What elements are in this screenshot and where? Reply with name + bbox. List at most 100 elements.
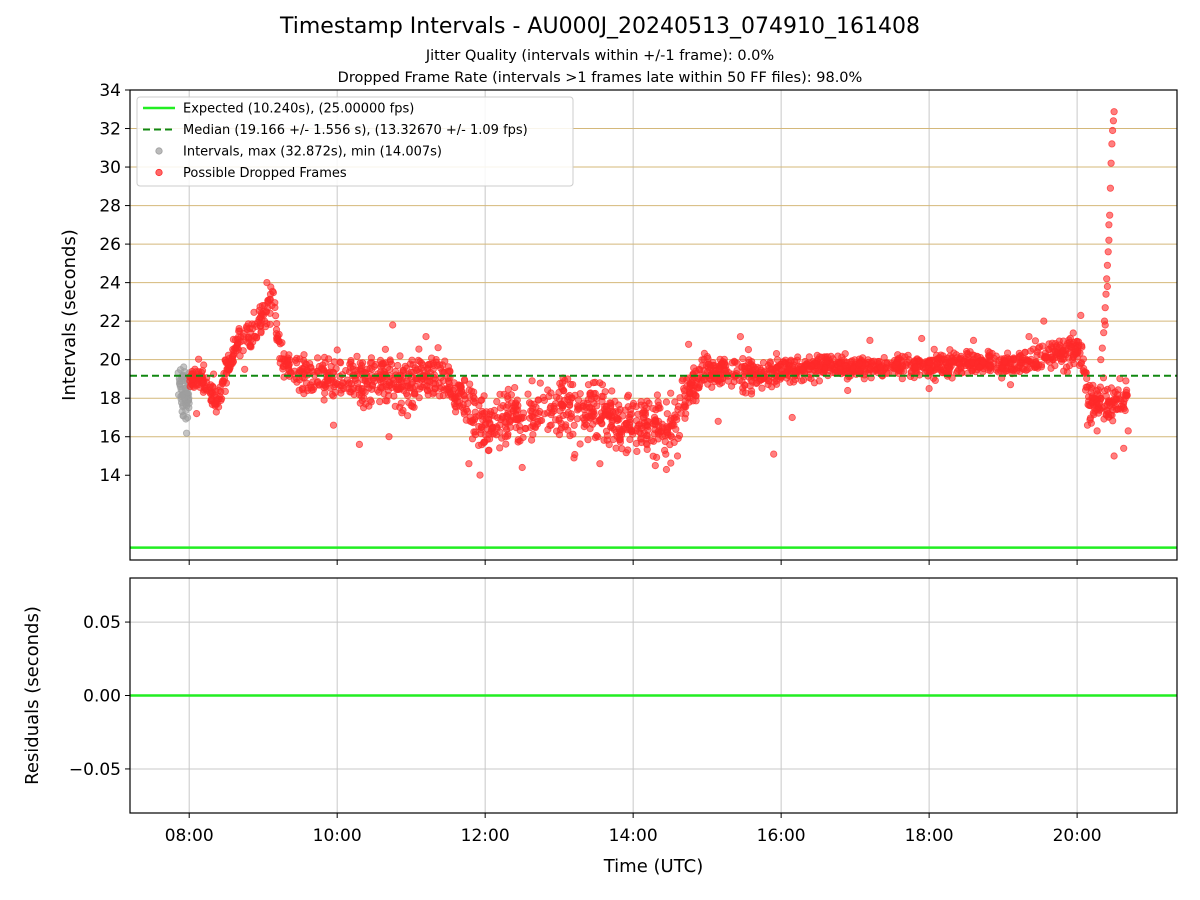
data-point [918, 334, 926, 343]
data-point [314, 377, 322, 386]
data-point [608, 387, 616, 395]
data-point [692, 391, 700, 399]
data-point [868, 357, 876, 366]
data-point [183, 429, 191, 437]
data-point [633, 424, 641, 432]
data-point [556, 426, 565, 434]
data-point [839, 356, 848, 364]
data-point [776, 375, 784, 383]
data-point [598, 397, 606, 406]
data-point [376, 398, 384, 406]
data-point [681, 414, 689, 422]
data-point [381, 345, 389, 353]
data-point [386, 357, 394, 366]
data-point [684, 340, 693, 348]
data-point [496, 390, 504, 398]
data-point [605, 440, 613, 449]
data-point [653, 391, 662, 399]
data-point [576, 390, 584, 398]
chart-subtitle-jitter: Jitter Quality (intervals within +/-1 fr… [425, 48, 775, 64]
data-point [739, 354, 747, 363]
data-point [472, 413, 480, 421]
data-point [556, 407, 564, 415]
data-point [496, 428, 504, 436]
data-point [801, 357, 809, 366]
data-point [1082, 383, 1090, 391]
data-point [300, 356, 308, 365]
data-point [1106, 211, 1114, 219]
data-point [1100, 329, 1108, 337]
data-point [219, 377, 227, 385]
data-point [300, 374, 308, 382]
data-point [248, 320, 256, 328]
top-y-axis-label: Intervals (seconds) [59, 229, 80, 401]
data-point [880, 353, 888, 362]
data-point [875, 357, 883, 366]
data-point [336, 359, 345, 367]
data-point [584, 436, 592, 444]
data-point [602, 427, 611, 435]
data-point [444, 367, 452, 375]
data-point [189, 382, 197, 390]
data-point [602, 403, 610, 411]
data-point [271, 303, 279, 312]
data-point [488, 424, 497, 432]
data-point [233, 344, 241, 352]
top-points-group [174, 108, 1132, 479]
data-point [634, 410, 642, 418]
top-y-tick-label: 28 [99, 197, 121, 217]
data-point [435, 392, 444, 400]
data-point [1083, 421, 1092, 429]
data-point [394, 384, 402, 392]
data-point [502, 425, 511, 434]
data-point [471, 431, 479, 439]
data-point [651, 461, 659, 470]
data-point [745, 356, 753, 364]
data-point [1027, 355, 1035, 363]
data-point [454, 392, 463, 400]
data-point [766, 358, 774, 366]
data-point [633, 447, 641, 455]
data-point [615, 436, 624, 444]
data-point [1037, 363, 1046, 371]
data-point [866, 336, 874, 344]
data-point [391, 402, 399, 410]
data-point [561, 376, 569, 385]
data-point [389, 321, 397, 329]
data-point [759, 359, 768, 367]
data-point [195, 355, 203, 363]
data-point [513, 396, 521, 404]
data-point [1059, 347, 1067, 355]
data-point [179, 401, 187, 409]
data-point [663, 410, 671, 418]
data-point [585, 414, 594, 422]
data-point [738, 363, 746, 371]
data-point [1040, 317, 1048, 325]
data-point [486, 410, 494, 418]
data-point [799, 376, 808, 384]
data-point [1082, 368, 1090, 377]
data-point [467, 387, 476, 395]
data-point [667, 459, 675, 467]
data-point [658, 432, 667, 440]
data-point [247, 343, 255, 351]
data-point [911, 363, 920, 372]
data-point [728, 359, 736, 367]
data-point [668, 421, 676, 429]
data-point [540, 410, 549, 418]
data-point [1077, 311, 1085, 319]
data-point [557, 400, 565, 408]
data-point [1053, 348, 1061, 357]
x-tick-label-16:00: 16:00 [757, 826, 806, 846]
data-point [457, 382, 465, 390]
data-point [440, 386, 448, 394]
x-tick-label-14:00: 14:00 [609, 826, 658, 846]
legend: Expected (10.240s), (25.00000 fps) Median… [136, 96, 574, 187]
top-y-tick-label: 30 [99, 158, 121, 178]
data-point [275, 330, 283, 338]
data-point [1032, 359, 1041, 368]
data-point [263, 278, 271, 287]
data-point [798, 366, 807, 374]
data-point [744, 345, 753, 354]
data-point [1069, 329, 1077, 337]
